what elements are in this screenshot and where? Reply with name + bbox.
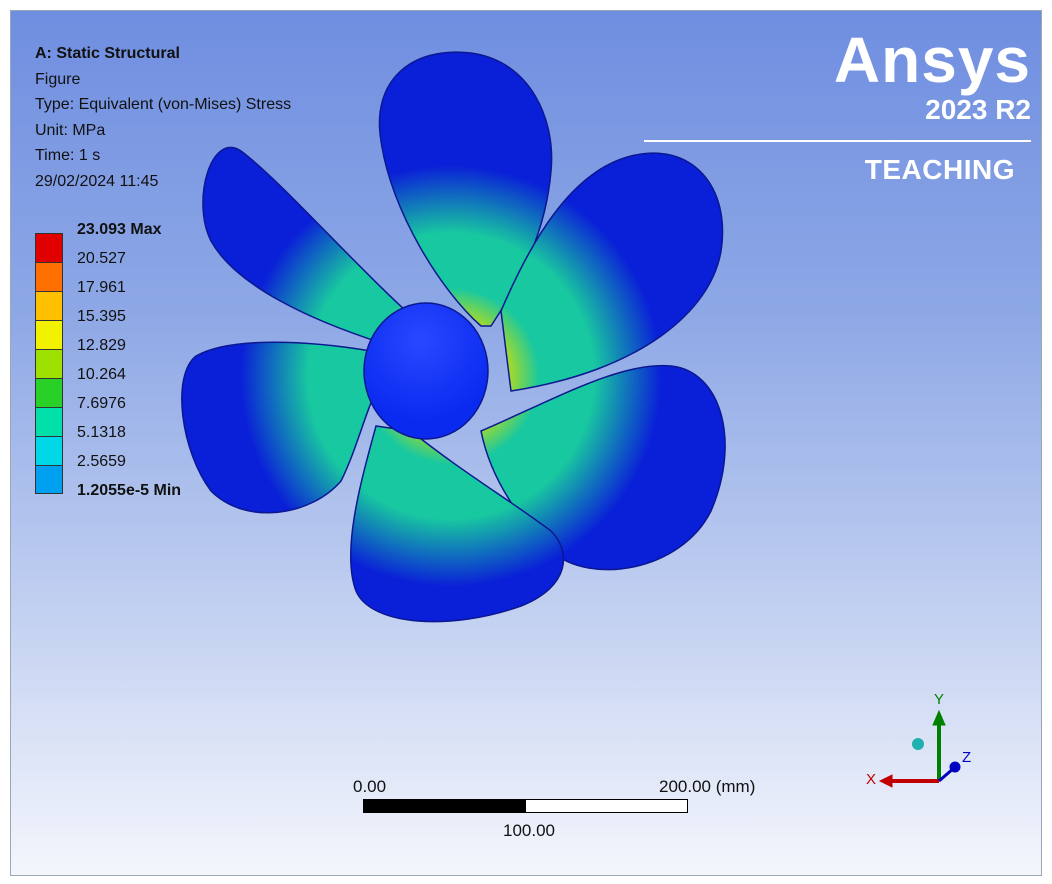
triad-icon	[878, 709, 961, 788]
scale-segment-light	[525, 799, 688, 813]
legend-label: 12.829	[77, 337, 126, 354]
ansys-logo: Ansys 2023 R2 TEACHING	[643, 24, 1031, 185]
scale-left-label: 0.00	[353, 777, 387, 796]
legend-label: 17.961	[77, 279, 126, 296]
legend-band	[35, 320, 63, 349]
result-info: A: Static Structural Figure Type: Equiva…	[35, 41, 291, 194]
legend-label: 7.6976	[77, 395, 126, 412]
scale-mid-label: 100.00	[503, 821, 555, 840]
legend-band	[35, 349, 63, 378]
blade-bottom	[350, 425, 565, 623]
legend-min-label: 1.2055e-5 Min	[77, 482, 182, 499]
blade-upper-right	[500, 152, 724, 392]
result-time: Time: 1 s	[35, 147, 101, 164]
legend-label: 20.527	[77, 250, 126, 267]
result-date: 29/02/2024 11:45	[35, 172, 159, 190]
legend-label: 5.1318	[77, 424, 126, 441]
legend-label: 2.5659	[77, 453, 126, 470]
logo-name: Ansys	[833, 24, 1031, 96]
triad-z-label: Z	[962, 749, 972, 766]
legend-label: 10.264	[77, 366, 126, 383]
propeller-hub	[363, 302, 489, 440]
legend-band	[35, 233, 63, 262]
blade-left	[181, 341, 377, 514]
legend-label: 15.395	[77, 308, 126, 325]
legend-band	[35, 436, 63, 465]
legend-band	[35, 291, 63, 320]
logo-divider	[643, 140, 1031, 142]
scale-segment-dark	[363, 799, 526, 813]
logo-version: 2023 R2	[925, 94, 1031, 125]
result-unit: Unit: MPa	[35, 121, 106, 139]
analysis-title: A: Static Structural	[35, 45, 180, 62]
triad-x-label: X	[866, 771, 877, 788]
figure-label: Figure	[35, 70, 81, 88]
logo-edition: TEACHING	[864, 154, 1015, 185]
blade-upper-left	[202, 146, 407, 347]
legend-band	[35, 378, 63, 407]
scale-bar: 0.00 200.00 (mm) 100.00	[353, 777, 755, 861]
triad-y-label: Y	[934, 691, 945, 708]
graphics-viewport[interactable]: A: Static Structural Figure Type: Equiva…	[10, 10, 1042, 876]
axis-triad[interactable]: Y X Z	[856, 691, 976, 801]
legend-color-bar	[35, 233, 63, 494]
blade-top	[378, 51, 553, 327]
result-type: Type: Equivalent (von-Mises) Stress	[35, 96, 292, 113]
propeller-blades	[181, 51, 726, 623]
propeller-model[interactable]	[11, 11, 1041, 875]
legend-band	[35, 407, 63, 436]
legend-band	[35, 262, 63, 291]
scale-right-label: 200.00 (mm)	[659, 777, 756, 796]
legend-max-label: 23.093 Max	[77, 221, 162, 238]
legend-band	[35, 465, 63, 494]
